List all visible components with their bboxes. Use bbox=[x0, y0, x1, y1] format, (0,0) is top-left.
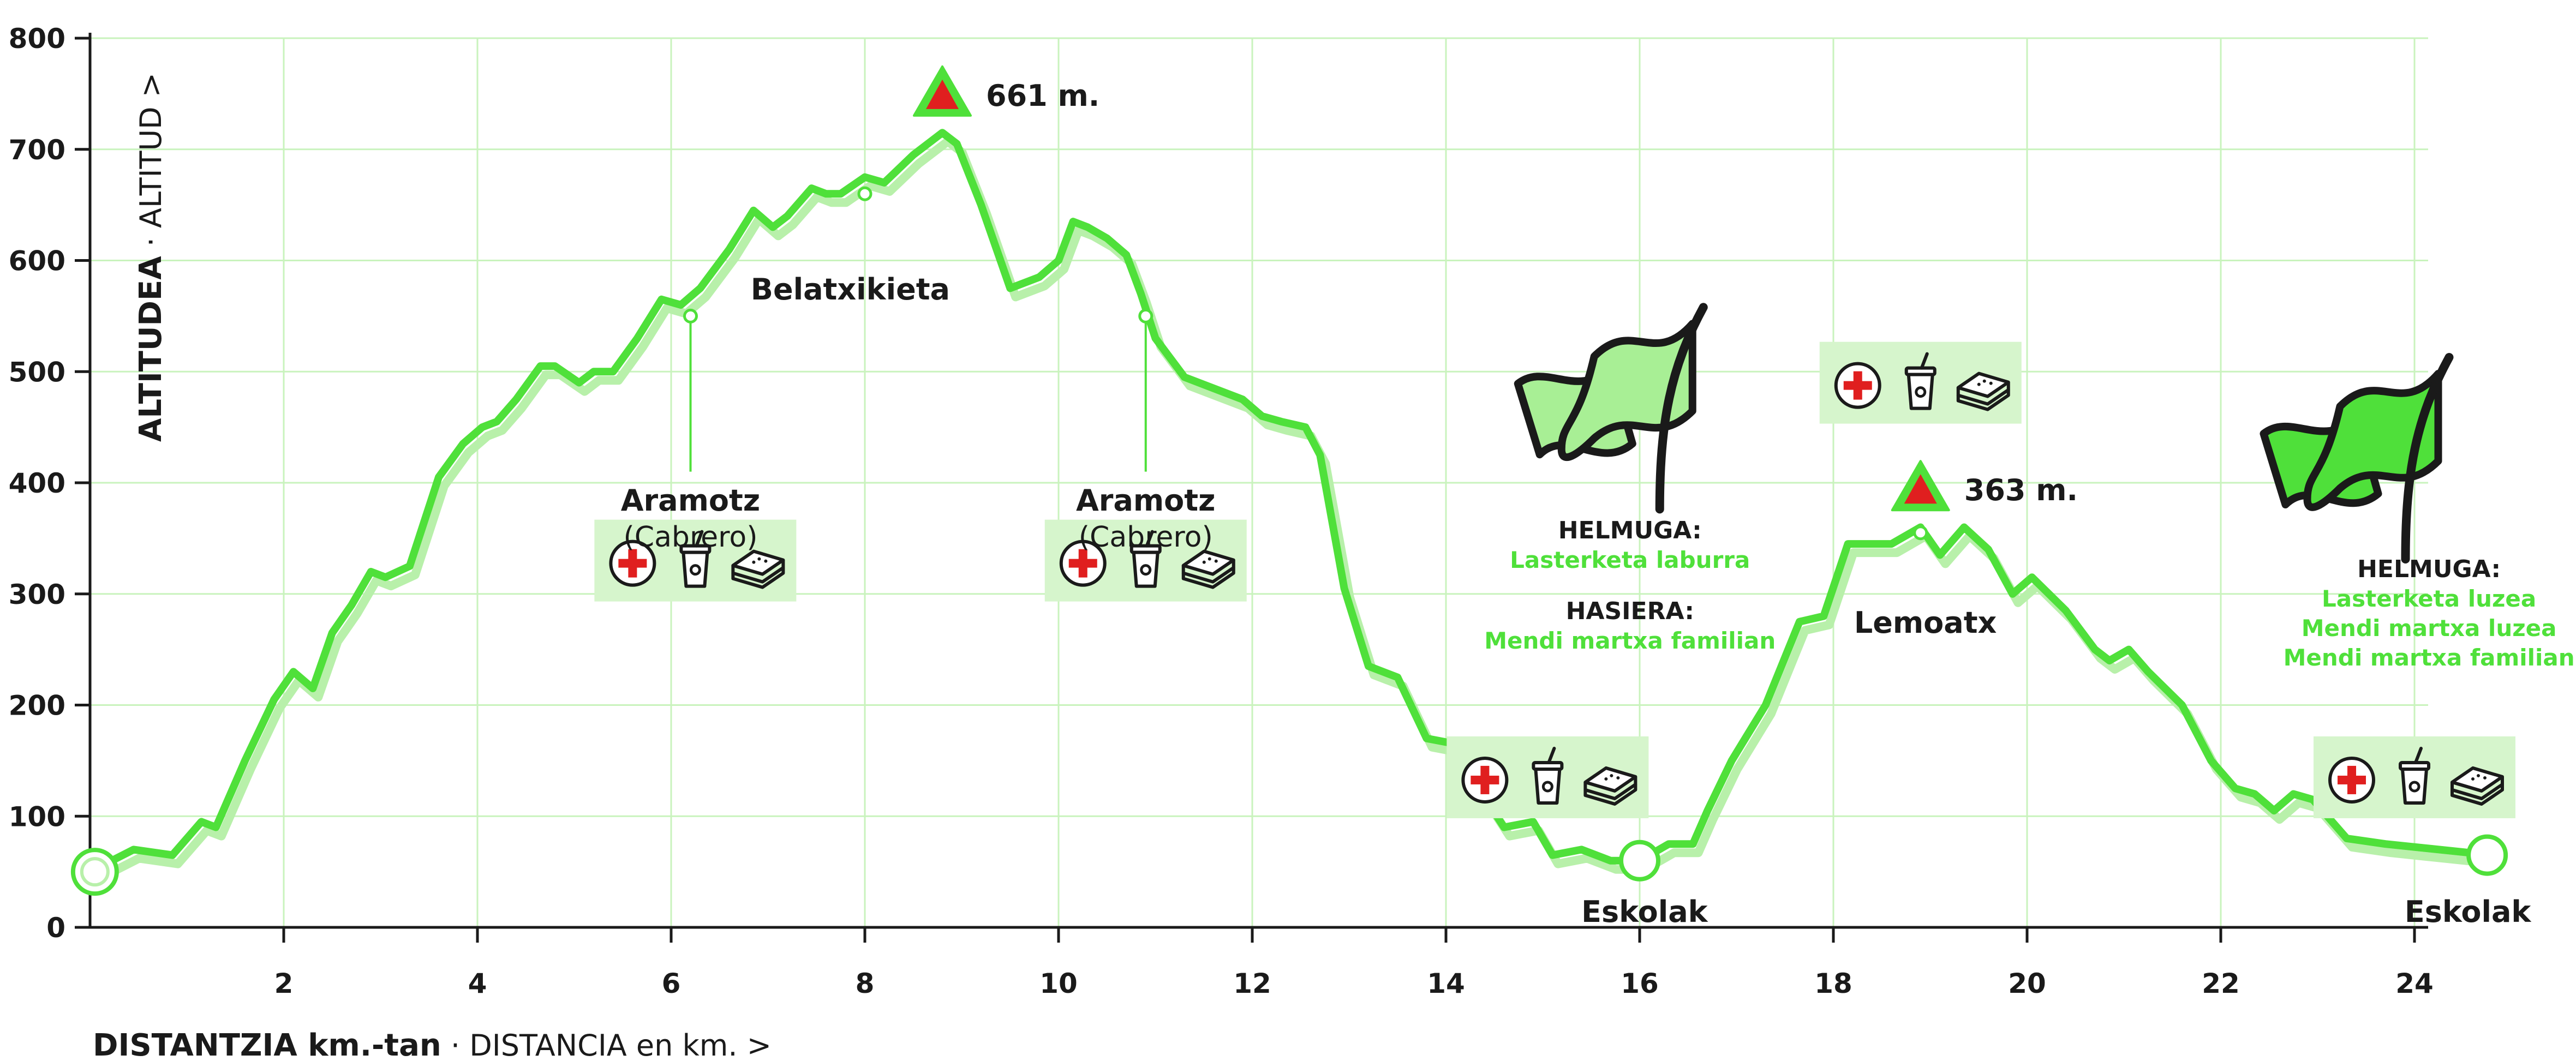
y-tick-label: 600 bbox=[9, 245, 65, 277]
y-tick-label: 0 bbox=[46, 912, 65, 944]
waypoint-marker bbox=[1138, 308, 1153, 323]
service-box bbox=[1819, 341, 2022, 424]
note-line-highlight: Mendi martxa familian bbox=[1484, 627, 1776, 654]
finish-flag-icon bbox=[1514, 303, 1708, 514]
waypoint-marker-large bbox=[1619, 840, 1660, 882]
x-axis-title: DISTANTZIA km.-tan · DISTANCIA en km. > bbox=[93, 1028, 772, 1061]
y-tick-label: 200 bbox=[9, 690, 65, 722]
x-tick-label: 2 bbox=[274, 968, 294, 999]
note-line-highlight: Lasterketa luzea bbox=[2322, 585, 2536, 612]
note-line-highlight: Lasterketa laburra bbox=[1510, 547, 1750, 573]
waypoint-marker bbox=[683, 308, 698, 323]
x-tick-label: 10 bbox=[1039, 968, 1078, 999]
y-tick-label: 400 bbox=[9, 467, 65, 499]
note-line-heading: HELMUGA: bbox=[2357, 555, 2501, 583]
waypoint-name: Eskolak bbox=[2405, 895, 2532, 929]
waypoint-name: Belatxikieta bbox=[751, 272, 950, 307]
profile-line-shadow bbox=[91, 137, 2502, 885]
waypoint-name: Lemoatx bbox=[1854, 606, 1997, 640]
x-tick-label: 20 bbox=[2008, 968, 2046, 999]
waypoint-marker bbox=[1913, 525, 1928, 541]
x-tick-label: 8 bbox=[856, 968, 875, 999]
flag-cloth-front bbox=[2303, 370, 2442, 511]
peak-label: 661 m. bbox=[986, 79, 1099, 113]
finish-flag-icon bbox=[2260, 353, 2454, 564]
waypoint-name: Aramotz bbox=[621, 483, 760, 518]
flag-cloth-front bbox=[1557, 320, 1696, 461]
flag-pole bbox=[1655, 303, 1708, 514]
x-tick-label: 18 bbox=[1814, 968, 1852, 999]
x-axis-title-rest: · DISTANCIA en km. > bbox=[441, 1028, 772, 1061]
y-axis-title-bold: ALTITUDEA bbox=[133, 256, 169, 442]
x-tick-label: 16 bbox=[1621, 968, 1659, 999]
service-box bbox=[1447, 736, 1649, 818]
flag-pole bbox=[2401, 353, 2454, 564]
peak-marker-triangle bbox=[926, 79, 959, 109]
y-tick-label: 500 bbox=[9, 356, 65, 388]
x-tick-label: 22 bbox=[2202, 968, 2240, 999]
first-aid-icon bbox=[2330, 758, 2374, 802]
y-axis-title-rest: · ALTITUD > bbox=[134, 73, 168, 256]
waypoint-subname: (Cabrero) bbox=[1079, 521, 1213, 554]
x-tick-label: 6 bbox=[662, 968, 681, 999]
waypoint-marker bbox=[857, 186, 872, 201]
y-tick-label: 100 bbox=[9, 801, 65, 832]
service-box bbox=[2314, 736, 2515, 818]
service-box bbox=[1044, 519, 1247, 602]
waypoint-subname: (Cabrero) bbox=[623, 521, 757, 554]
waypoint-marker-large bbox=[2466, 834, 2508, 876]
note-line-heading: HELMUGA: bbox=[1558, 517, 1702, 544]
labels: Aramotz(Cabrero)BelatxikietaAramotz(Cabr… bbox=[621, 79, 2575, 929]
first-aid-icon bbox=[1836, 364, 1880, 407]
waypoint-marker-inner bbox=[80, 857, 110, 887]
note-line-highlight: Mendi martxa luzea bbox=[2302, 615, 2557, 642]
note-line-highlight: Mendi martxa familian bbox=[2284, 644, 2575, 671]
peak-label: 363 m. bbox=[1964, 473, 2078, 507]
waypoint-name: Aramotz bbox=[1076, 483, 1215, 518]
note-line-heading: HASIERA: bbox=[1566, 597, 1694, 625]
profile-line bbox=[86, 129, 2496, 876]
x-axis-title-bold: DISTANTZIA km.-tan bbox=[93, 1028, 441, 1061]
y-tick-label: 800 bbox=[9, 23, 65, 55]
y-axis-title: ALTITUDEA · ALTITUD > bbox=[133, 73, 169, 442]
x-tick-label: 12 bbox=[1233, 968, 1271, 999]
y-tick-label: 700 bbox=[9, 134, 65, 166]
waypoint-name: Eskolak bbox=[1581, 895, 1708, 929]
first-aid-icon bbox=[1463, 758, 1507, 802]
peak-marker-triangle bbox=[1904, 474, 1937, 504]
x-tick-label: 24 bbox=[2395, 968, 2434, 999]
service-box bbox=[594, 519, 797, 602]
profile bbox=[86, 129, 2502, 885]
y-tick-label: 300 bbox=[9, 579, 65, 610]
x-tick-label: 14 bbox=[1427, 968, 1465, 999]
markers bbox=[70, 65, 2515, 896]
x-tick-label: 4 bbox=[468, 968, 487, 999]
